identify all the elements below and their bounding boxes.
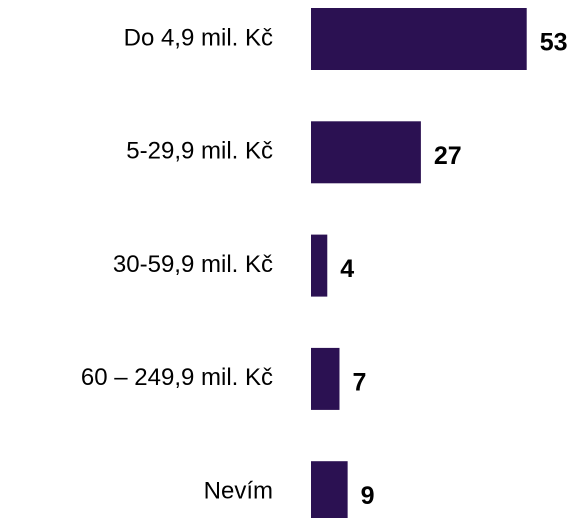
bar [311,8,527,70]
value-label: 27 [434,142,462,170]
bar [311,234,328,297]
value-label: 7 [352,369,366,397]
category-label: 60 – 249,9 mil. Kč [81,364,273,391]
bar [311,121,421,184]
value-label: 53 [540,29,568,57]
bar [311,347,340,410]
bar [311,461,348,518]
category-label: 30-59,9 mil. Kč [113,251,273,278]
value-label: 4 [340,255,354,283]
category-label: Do 4,9 mil. Kč [124,24,273,51]
category-label: 5-29,9 mil. Kč [126,138,273,165]
value-label: 9 [361,482,375,510]
category-label: Nevím [204,478,273,505]
